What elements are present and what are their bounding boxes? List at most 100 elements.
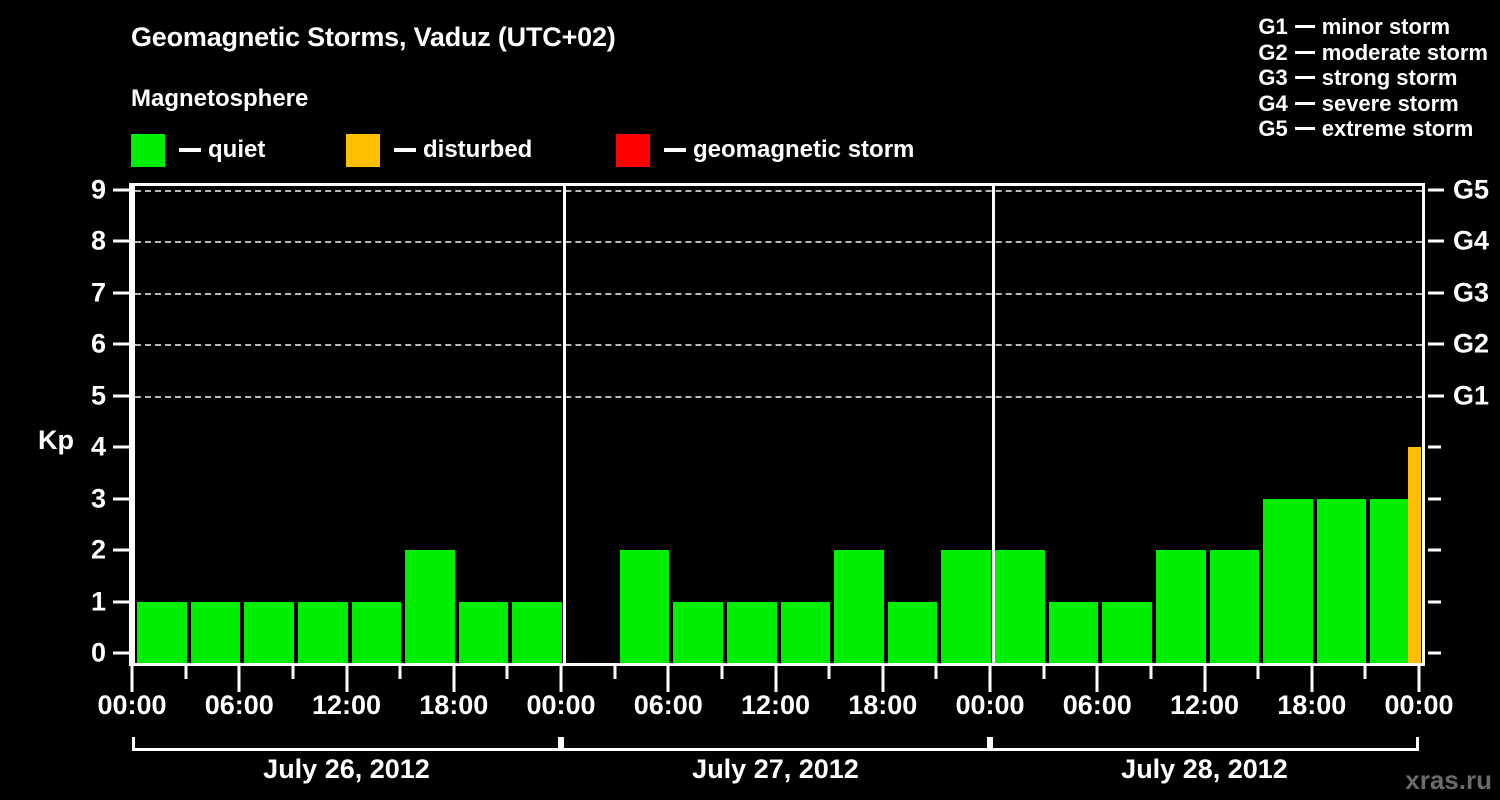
bar <box>458 601 509 663</box>
y-axis-label: Kp <box>38 425 74 455</box>
x-tick-minor <box>291 666 295 679</box>
bar <box>780 601 831 663</box>
bar <box>1316 498 1367 663</box>
g-legend-dash-icon <box>1294 101 1315 105</box>
g-legend-dash-icon <box>1294 25 1315 29</box>
x-tick-minor <box>1149 666 1153 679</box>
x-tick-minor <box>184 666 188 679</box>
g-tick-label-g5: G5 <box>1453 174 1490 205</box>
x-time-label: 00:00 <box>526 690 596 720</box>
day-separator <box>562 186 566 663</box>
legend-swatch-disturbed <box>346 133 380 167</box>
bar-forecast <box>1408 447 1421 663</box>
x-time-label: 18:00 <box>1277 690 1347 720</box>
day-label: July 26, 2012 <box>263 754 430 784</box>
g-tick-mark-g5 <box>1428 188 1444 192</box>
y-tick-label-2: 2 <box>90 534 106 565</box>
g-legend-dash-icon <box>1294 76 1315 80</box>
legend-item-quiet: quiet <box>131 132 265 168</box>
bar <box>351 601 402 663</box>
x-tick-minor <box>934 666 938 679</box>
gridline-kp-9 <box>135 190 1422 192</box>
y-tick-label-4: 4 <box>90 431 106 462</box>
x-time-label: 00:00 <box>1384 690 1454 720</box>
g-legend-line-g1: G1 minor storm <box>1258 14 1488 40</box>
g-legend-code: G5 <box>1258 116 1288 141</box>
x-time-label: 06:00 <box>1062 690 1132 720</box>
x-tick-minor <box>1042 666 1046 679</box>
x-time-label: 12:00 <box>311 690 382 720</box>
gridline-kp-6 <box>135 344 1422 347</box>
bar <box>619 550 670 663</box>
bar <box>512 601 562 663</box>
g-tick-label-g2: G2 <box>1453 328 1490 359</box>
day-label: July 27, 2012 <box>692 754 859 784</box>
g-tick-mark-g4 <box>1428 239 1444 243</box>
y-tick-label-1: 1 <box>90 586 106 617</box>
bar <box>1155 550 1206 663</box>
legend-label-quiet: quiet <box>208 136 266 163</box>
legend-item-disturbed: disturbed <box>346 132 532 168</box>
g-axis-minor-tick-3 <box>1428 497 1441 501</box>
x-tick-major <box>130 666 134 692</box>
x-tick-major <box>881 666 885 692</box>
x-tick-major <box>452 666 456 692</box>
g-legend-line-g5: G5 extreme storm <box>1258 116 1488 142</box>
x-tick-major <box>237 666 241 692</box>
y-tick-mark-4 <box>113 445 129 449</box>
g-tick-label-g3: G3 <box>1453 277 1490 308</box>
bar <box>137 601 187 663</box>
g-legend-code: G1 <box>1258 14 1288 39</box>
g-legend-dash-icon <box>1294 127 1315 131</box>
bar <box>887 601 938 663</box>
x-time-label: 00:00 <box>955 690 1025 720</box>
x-tick-major <box>559 666 563 692</box>
gridline-kp-5 <box>135 395 1422 398</box>
g-axis-minor-tick-2 <box>1428 548 1441 552</box>
g-axis: G1 G2 G3 G4 G5 <box>1425 175 1500 666</box>
plot-area <box>132 183 1425 666</box>
bar <box>673 601 723 663</box>
bar <box>1048 601 1099 663</box>
x-tick-minor <box>1363 666 1367 679</box>
g-legend-description: moderate storm <box>1321 39 1488 65</box>
x-time-label: 06:00 <box>633 690 703 720</box>
watermark: xras.ru <box>1405 765 1492 795</box>
g-tick-label-g4: G4 <box>1453 225 1490 256</box>
x-tick-major <box>1310 666 1314 692</box>
y-tick-label-0: 0 <box>90 637 106 668</box>
y-tick-mark-6 <box>113 342 129 346</box>
y-axis-spine <box>129 183 132 666</box>
g-tick-mark-g3 <box>1428 291 1444 295</box>
bar <box>941 550 991 663</box>
g-legend-code: G2 <box>1258 39 1288 65</box>
legend-dash-icon <box>394 148 416 152</box>
x-tick-major <box>988 666 992 692</box>
x-tick-major <box>666 666 670 692</box>
legend-label-disturbed: disturbed <box>423 136 533 163</box>
bar <box>1263 498 1313 663</box>
g-legend-line-g4: G4 severe storm <box>1258 91 1488 117</box>
bar <box>190 601 241 663</box>
x-tick-minor <box>505 666 509 679</box>
y-tick-label-7: 7 <box>90 277 106 308</box>
x-tick-major <box>774 666 777 692</box>
x-tick-minor <box>827 666 831 679</box>
x-tick-major <box>1095 666 1099 692</box>
legend-item-geomagnetic-storm: geomagnetic storm <box>616 132 914 168</box>
legend-dash-icon <box>664 148 686 152</box>
g-legend-description: strong storm <box>1321 65 1458 90</box>
x-tick-major <box>1203 666 1206 692</box>
y-tick-label-9: 9 <box>90 174 106 205</box>
g-axis-minor-tick-4 <box>1428 445 1441 449</box>
g-legend-dash-icon <box>1294 50 1315 54</box>
y-tick-mark-3 <box>113 497 129 501</box>
chart-subtitle: Magnetosphere <box>131 85 309 112</box>
y-axis: 0 1 2 3 4 5 6 7 8 9 <box>0 175 132 668</box>
g-legend-description: severe storm <box>1321 90 1459 116</box>
legend-swatch-geomagnetic-storm <box>616 133 650 167</box>
x-tick-minor <box>1256 666 1260 679</box>
x-axis: 00:00 06:00 12:00 18:00 00:00 06:00 12:00 18:00… <box>97 666 1454 786</box>
x-time-label: 00:00 <box>97 690 167 720</box>
day-label: July 28, 2012 <box>1121 754 1288 784</box>
